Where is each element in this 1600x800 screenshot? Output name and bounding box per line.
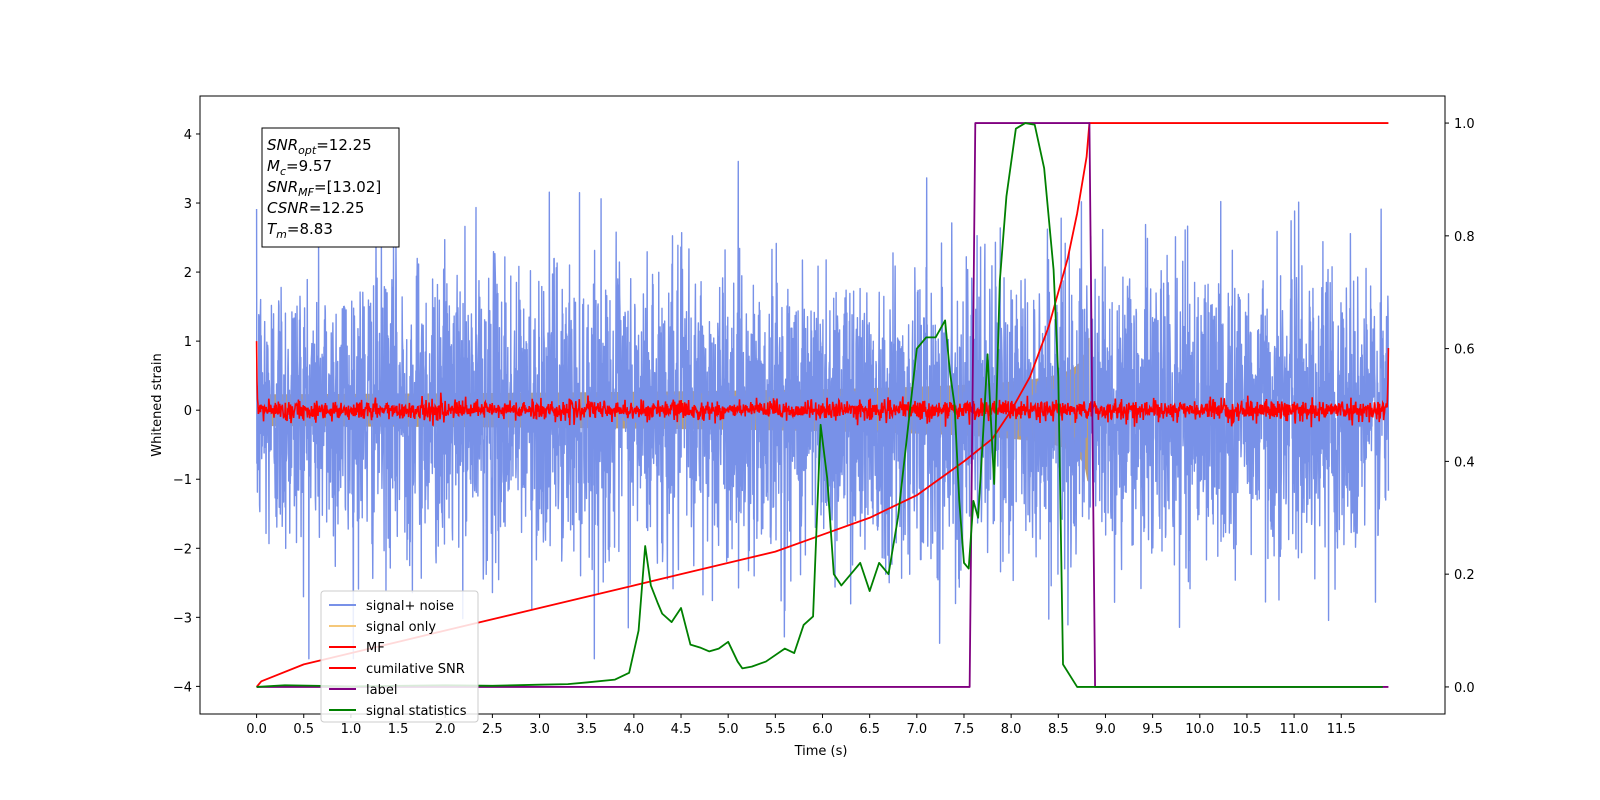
y-right-tick-label: 0.8 [1454, 230, 1475, 245]
x-tick-label: 3.5 [576, 722, 597, 737]
legend-label: MF [366, 641, 385, 656]
x-tick-label: 8.5 [1048, 722, 1069, 737]
signal-statistics-line [256, 122, 1383, 688]
x-tick-label: 6.0 [812, 722, 833, 737]
legend-label: cumilative SNR [366, 662, 465, 677]
annotation-line: Tm=8.83 [267, 220, 333, 241]
y-right-tick-label: 0.4 [1454, 455, 1475, 470]
x-tick-label: 4.0 [624, 722, 645, 737]
y-axis-label: Whitened strain [150, 353, 165, 456]
annotation-line: CSNR=12.25 [267, 199, 364, 217]
y-left-tick-label: 4 [184, 128, 192, 143]
legend-label: signal statistics [366, 704, 467, 719]
x-tick-label: 0.5 [293, 722, 314, 737]
y-right-tick-label: 0.0 [1454, 681, 1475, 696]
y-right-tick-label: 0.6 [1454, 343, 1475, 358]
metrics-annotation-box: SNRopt=12.25Mc=9.57SNRMF=[13.02]CSNR=12.… [261, 127, 400, 248]
y-left-tick-label: 3 [184, 197, 192, 212]
legend-label: label [366, 683, 397, 698]
y-right-axis: 0.0 0.2 0.4 0.6 0.8 1.0 [1445, 117, 1475, 696]
y-left-tick-label: −1 [173, 473, 192, 488]
annotation-frame [261, 127, 400, 248]
x-tick-label: 10.0 [1185, 722, 1214, 737]
x-tick-label: 10.5 [1232, 722, 1261, 737]
y-left-tick-label: −3 [173, 611, 192, 626]
annotation-line: Mc=9.57 [267, 157, 332, 178]
signal-plus-noise-line [255, 160, 1390, 660]
y-left-tick-label: 0 [184, 404, 192, 419]
legend-label: signal+ noise [366, 599, 454, 614]
x-tick-label: 8.0 [1001, 722, 1022, 737]
x-tick-label: 7.5 [954, 722, 975, 737]
y-left-tick-label: 2 [184, 266, 192, 281]
x-tick-label: 2.5 [482, 722, 503, 737]
annotation-line: SNRopt=12.25 [267, 136, 372, 157]
x-axis: 0.0 0.5 1.0 1.5 2.0 2.5 3.0 3.5 4.0 4.5 5.0 5.5 6.0 6… [246, 714, 1356, 737]
x-tick-label: 9.0 [1095, 722, 1116, 737]
y-left-axis: −4 −3 −2 −1 0 1 2 3 4 [173, 128, 200, 695]
x-tick-label: 1.0 [341, 722, 362, 737]
x-tick-label: 2.0 [435, 722, 456, 737]
x-tick-label: 9.5 [1142, 722, 1163, 737]
y-left-tick-label: −2 [173, 542, 192, 557]
annotation-line: SNRMF=[13.02] [267, 178, 381, 199]
signal-plus-noise-series [255, 160, 1390, 660]
x-tick-label: 5.5 [765, 722, 786, 737]
x-tick-label: 1.5 [388, 722, 409, 737]
x-tick-label: 11.5 [1327, 722, 1356, 737]
x-tick-label: 3.0 [529, 722, 550, 737]
y-right-tick-label: 0.2 [1454, 568, 1475, 583]
x-tick-label: 4.5 [671, 722, 692, 737]
x-tick-label: 11.0 [1280, 722, 1309, 737]
y-left-tick-label: 1 [184, 335, 192, 350]
legend-label: signal only [366, 620, 436, 635]
legend: signal+ noise signal only MF cumilative SNR… [320, 590, 479, 723]
x-axis-label: Time (s) [794, 744, 848, 759]
y-left-tick-label: −4 [173, 680, 192, 695]
x-tick-label: 6.5 [859, 722, 880, 737]
mf-line [255, 341, 1390, 428]
x-tick-label: 7.0 [906, 722, 927, 737]
mf-series [255, 341, 1390, 428]
x-tick-label: 5.0 [718, 722, 739, 737]
x-tick-label: 0.0 [246, 722, 267, 737]
y-right-tick-label: 1.0 [1454, 117, 1475, 132]
legend-frame [320, 590, 479, 723]
